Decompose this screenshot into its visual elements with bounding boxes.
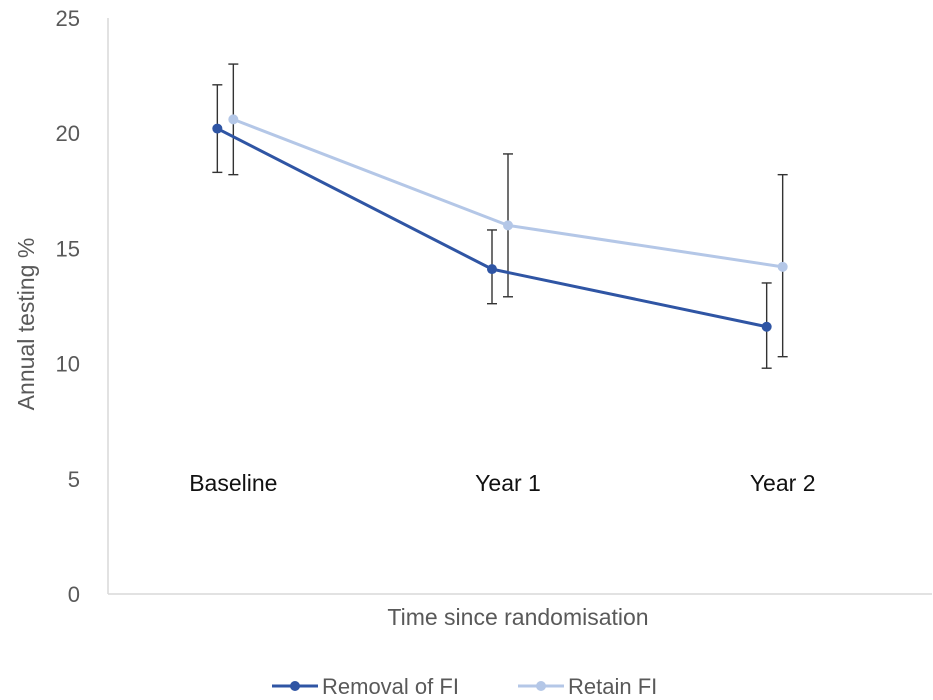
legend-label: Retain FI xyxy=(568,674,657,699)
category-label: Baseline xyxy=(189,470,277,496)
legend: Removal of FI Retain FI xyxy=(272,674,657,699)
y-tick-label: 0 xyxy=(68,582,80,607)
y-tick-label: 15 xyxy=(56,236,80,261)
y-axis-title: Annual testing % xyxy=(13,238,39,411)
series-point xyxy=(777,261,788,272)
series-points xyxy=(212,114,788,332)
series-point xyxy=(761,321,772,332)
category-label: Year 1 xyxy=(475,470,541,496)
y-tick-label: 25 xyxy=(56,6,80,31)
legend-label: Removal of FI xyxy=(322,674,459,699)
legend-item: Retain FI xyxy=(518,674,657,699)
y-tick-label: 20 xyxy=(56,121,80,146)
series-lines xyxy=(216,117,783,329)
series-point xyxy=(228,114,239,125)
error-bars xyxy=(212,63,788,369)
y-tick-label: 10 xyxy=(56,352,80,377)
category-label: Year 2 xyxy=(750,470,816,496)
y-tick-label: 5 xyxy=(68,467,80,492)
legend-swatch-marker xyxy=(536,681,546,691)
legend-item: Removal of FI xyxy=(272,674,459,699)
category-labels: Baseline Year 1 Year 2 xyxy=(189,470,815,496)
y-tick-labels: 0 5 10 15 20 25 xyxy=(56,6,80,607)
axes xyxy=(107,18,932,595)
series-point xyxy=(212,123,223,134)
x-axis-title: Time since randomisation xyxy=(387,604,648,630)
legend-swatch-marker xyxy=(290,681,300,691)
series-point xyxy=(487,264,497,275)
series xyxy=(212,63,788,369)
series-point xyxy=(503,220,513,231)
